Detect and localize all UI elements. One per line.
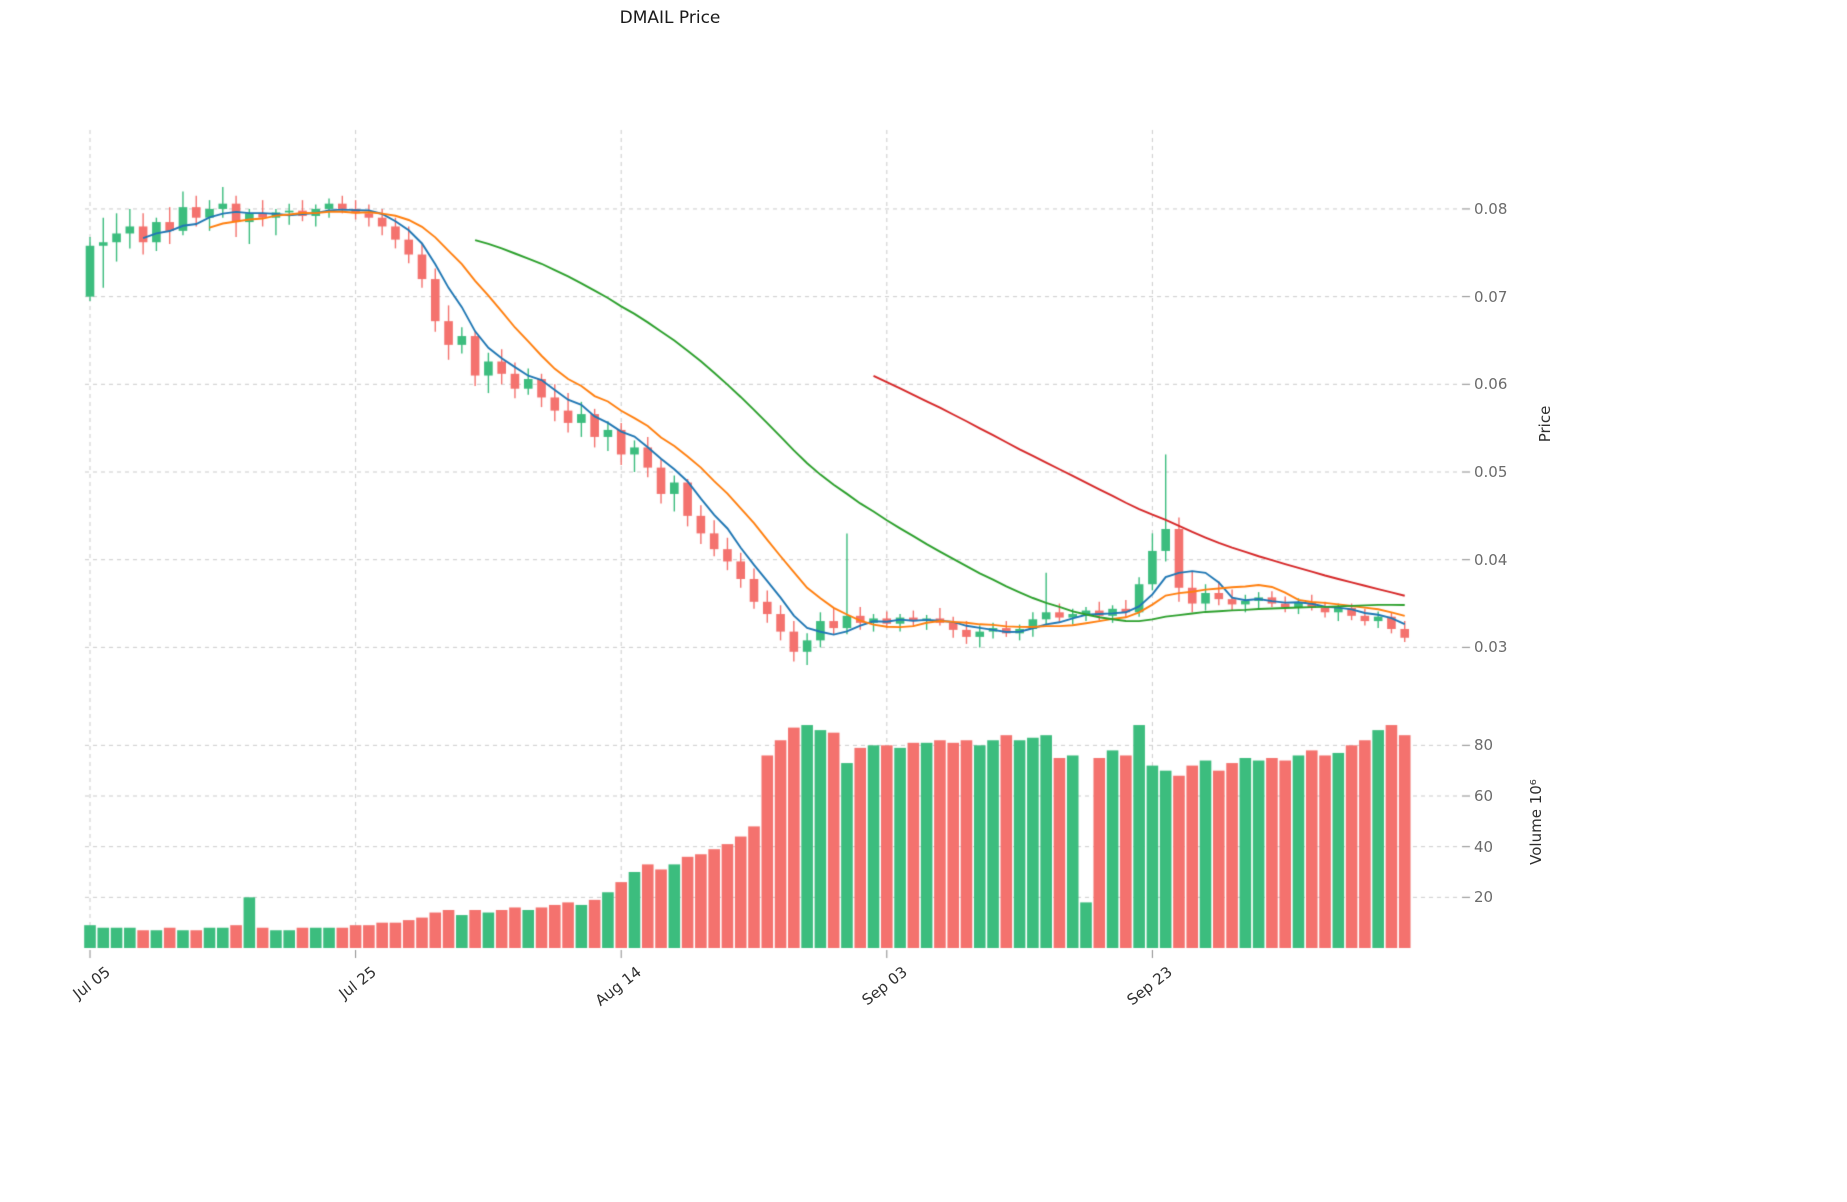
price-tick-label: 0.07 — [1474, 288, 1508, 306]
price-tick-label: 0.06 — [1474, 375, 1508, 393]
volume-axis-title: Volume 10⁶ — [1527, 779, 1545, 865]
chart-title: DMAIL Price — [619, 8, 721, 28]
volume-tick-label: 40 — [1474, 838, 1494, 856]
price-tick-label: 0.08 — [1474, 200, 1508, 218]
price-tick-label: 0.04 — [1474, 551, 1508, 569]
price-tick-label: 0.05 — [1474, 463, 1508, 481]
price-tick-label: 0.03 — [1474, 638, 1508, 656]
volume-tick-label: 20 — [1474, 888, 1494, 906]
volume-tick-label: 80 — [1474, 736, 1494, 754]
volume-tick-label: 60 — [1474, 787, 1494, 805]
price-axis-title: Price — [1536, 405, 1554, 443]
